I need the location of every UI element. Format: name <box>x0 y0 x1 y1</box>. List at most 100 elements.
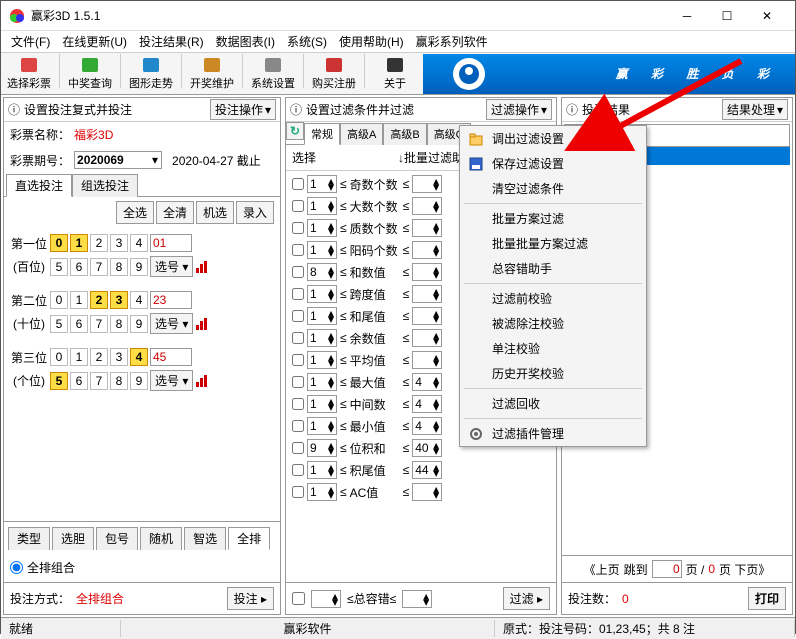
digit-0-1[interactable]: 1 <box>70 234 88 252</box>
toolbar-1[interactable]: 中奖查询 <box>62 54 118 94</box>
err-hi-spinner[interactable]: ▴▾ <box>402 590 432 608</box>
type-btn-5[interactable]: 全排 <box>228 527 270 550</box>
filter-lo-10[interactable]: 1▴▾ <box>307 395 337 413</box>
digit-0-9[interactable]: 9 <box>130 258 148 276</box>
filter-check-0[interactable] <box>292 178 304 190</box>
filter-lo-8[interactable]: 1▴▾ <box>307 351 337 369</box>
filter-lo-4[interactable]: 8▴▾ <box>307 263 337 281</box>
filter-hi-12[interactable]: 40▴▾ <box>412 439 442 457</box>
next-page-button[interactable]: 页 下页》 <box>719 561 770 578</box>
type-btn-1[interactable]: 选胆 <box>52 527 94 550</box>
menu-help[interactable]: 使用帮助(H) <box>333 33 410 50</box>
filter-tab-b[interactable]: 高级B <box>383 123 426 145</box>
filter-check-4[interactable] <box>292 266 304 278</box>
random-button[interactable]: 机选 <box>196 201 234 224</box>
filter-check-14[interactable] <box>292 486 304 498</box>
filter-operation-dropdown[interactable]: 过滤操作▾ <box>486 99 552 120</box>
tab-direct[interactable]: 直选投注 <box>6 174 72 197</box>
select-all-button[interactable]: 全选 <box>116 201 154 224</box>
pos-input-0[interactable] <box>150 234 192 252</box>
pos-input-2[interactable] <box>150 348 192 366</box>
type-btn-2[interactable]: 包号 <box>96 527 138 550</box>
maximize-button[interactable]: ☐ <box>707 2 747 30</box>
sel-btn-1[interactable]: 选号 ▾ <box>150 313 193 334</box>
sel-btn-0[interactable]: 选号 ▾ <box>150 256 193 277</box>
menu-update[interactable]: 在线更新(U) <box>56 33 133 50</box>
filter-check-3[interactable] <box>292 244 304 256</box>
filter-tab-normal[interactable]: 常规 <box>304 123 340 145</box>
filter-lo-0[interactable]: 1▴▾ <box>307 175 337 193</box>
digit-2-5[interactable]: 5 <box>50 372 68 390</box>
tab-group[interactable]: 组选投注 <box>72 174 138 197</box>
filter-lo-7[interactable]: 1▴▾ <box>307 329 337 347</box>
popup-item-13[interactable]: 过滤回收 <box>460 391 646 416</box>
popup-item-1[interactable]: 保存过滤设置 <box>460 151 646 176</box>
digit-1-7[interactable]: 7 <box>90 315 108 333</box>
filter-tab-a[interactable]: 高级A <box>340 123 383 145</box>
digit-2-4[interactable]: 4 <box>130 348 148 366</box>
filter-lo-11[interactable]: 1▴▾ <box>307 417 337 435</box>
digit-1-5[interactable]: 5 <box>50 315 68 333</box>
popup-item-10[interactable]: 单注校验 <box>460 336 646 361</box>
popup-item-15[interactable]: 过滤插件管理 <box>460 421 646 446</box>
menu-results[interactable]: 投注结果(R) <box>133 33 210 50</box>
print-button[interactable]: 打印 <box>748 587 786 610</box>
filter-check-2[interactable] <box>292 222 304 234</box>
digit-0-0[interactable]: 0 <box>50 234 68 252</box>
toolbar-4[interactable]: 系统设置 <box>245 54 301 94</box>
filter-hi-7[interactable]: ▴▾ <box>412 329 442 347</box>
menu-system[interactable]: 系统(S) <box>281 33 333 50</box>
filter-hi-2[interactable]: ▴▾ <box>412 219 442 237</box>
filter-lo-14[interactable]: 1▴▾ <box>307 483 337 501</box>
popup-item-2[interactable]: 清空过滤条件 <box>460 176 646 201</box>
minimize-button[interactable]: ─ <box>667 2 707 30</box>
filter-lo-6[interactable]: 1▴▾ <box>307 307 337 325</box>
filter-hi-0[interactable]: ▴▾ <box>412 175 442 193</box>
popup-item-9[interactable]: 被滤除注校验 <box>460 311 646 336</box>
digit-0-3[interactable]: 3 <box>110 234 128 252</box>
digit-2-8[interactable]: 8 <box>110 372 128 390</box>
chart-icon-1[interactable] <box>195 317 209 331</box>
type-btn-0[interactable]: 类型 <box>8 527 50 550</box>
digit-1-8[interactable]: 8 <box>110 315 128 333</box>
digit-0-2[interactable]: 2 <box>90 234 108 252</box>
filter-hi-8[interactable]: ▴▾ <box>412 351 442 369</box>
filter-lo-3[interactable]: 1▴▾ <box>307 241 337 259</box>
digit-1-6[interactable]: 6 <box>70 315 88 333</box>
type-btn-3[interactable]: 随机 <box>140 527 182 550</box>
digit-2-3[interactable]: 3 <box>110 348 128 366</box>
filter-hi-1[interactable]: ▴▾ <box>412 197 442 215</box>
filter-check-8[interactable] <box>292 354 304 366</box>
refresh-button[interactable]: ↻ <box>286 122 304 140</box>
issue-input[interactable] <box>75 152 149 168</box>
popup-item-8[interactable]: 过滤前校验 <box>460 286 646 311</box>
digit-0-7[interactable]: 7 <box>90 258 108 276</box>
digit-1-9[interactable]: 9 <box>130 315 148 333</box>
filter-lo-1[interactable]: 1▴▾ <box>307 197 337 215</box>
filter-check-10[interactable] <box>292 398 304 410</box>
popup-item-4[interactable]: 批量方案过滤 <box>460 206 646 231</box>
digit-2-2[interactable]: 2 <box>90 348 108 366</box>
filter-check-6[interactable] <box>292 310 304 322</box>
menu-charts[interactable]: 数据图表(I) <box>210 33 281 50</box>
filter-check-13[interactable] <box>292 464 304 476</box>
menu-series[interactable]: 赢彩系列软件 <box>410 33 494 50</box>
popup-item-6[interactable]: 总容错助手 <box>460 256 646 281</box>
close-button[interactable]: ✕ <box>747 2 787 30</box>
filter-check-9[interactable] <box>292 376 304 388</box>
filter-hi-11[interactable]: 4▴▾ <box>412 417 442 435</box>
filter-check-1[interactable] <box>292 200 304 212</box>
filter-hi-10[interactable]: 4▴▾ <box>412 395 442 413</box>
menu-file[interactable]: 文件(F) <box>5 33 56 50</box>
popup-item-11[interactable]: 历史开奖校验 <box>460 361 646 386</box>
filter-hi-5[interactable]: ▴▾ <box>412 285 442 303</box>
bet-operation-dropdown[interactable]: 投注操作▾ <box>210 99 276 120</box>
digit-0-4[interactable]: 4 <box>130 234 148 252</box>
filter-lo-5[interactable]: 1▴▾ <box>307 285 337 303</box>
sel-btn-2[interactable]: 选号 ▾ <box>150 370 193 391</box>
toolbar-6[interactable]: 关于 <box>367 54 423 94</box>
digit-2-6[interactable]: 6 <box>70 372 88 390</box>
prev-page-button[interactable]: 《上页 <box>584 561 620 578</box>
popup-item-5[interactable]: 批量批量方案过滤 <box>460 231 646 256</box>
filter-hi-4[interactable]: ▴▾ <box>412 263 442 281</box>
